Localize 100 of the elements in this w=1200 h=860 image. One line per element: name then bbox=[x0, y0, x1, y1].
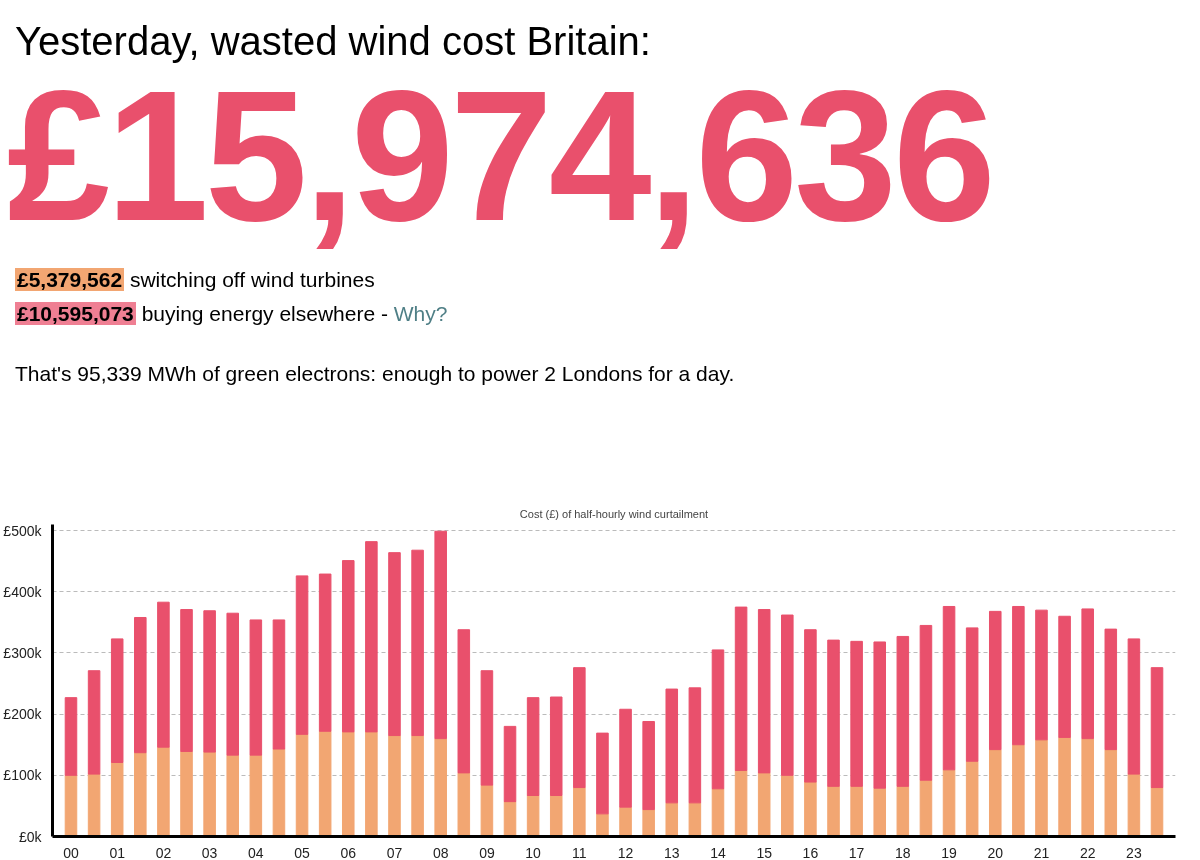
bar bbox=[134, 616, 147, 754]
bar bbox=[526, 697, 540, 797]
bar bbox=[688, 687, 702, 804]
bar bbox=[873, 787, 887, 837]
x-tick-label: 18 bbox=[895, 844, 911, 860]
bar bbox=[596, 813, 609, 837]
bar bbox=[503, 725, 517, 803]
bar bbox=[1150, 787, 1164, 837]
x-tick-label: 21 bbox=[1033, 844, 1050, 860]
bar bbox=[1012, 744, 1025, 837]
bar bbox=[457, 629, 471, 774]
x-tick-label: 20 bbox=[987, 844, 1004, 860]
bar bbox=[850, 785, 863, 837]
bar bbox=[827, 639, 840, 787]
bar bbox=[919, 624, 933, 781]
bar bbox=[642, 720, 655, 811]
bar bbox=[203, 751, 216, 837]
bar bbox=[1127, 638, 1141, 775]
bar bbox=[757, 772, 771, 837]
x-tick-label: 23 bbox=[1126, 844, 1142, 860]
bar bbox=[619, 806, 632, 837]
x-tick-label: 07 bbox=[386, 844, 403, 860]
bar bbox=[157, 601, 170, 748]
bar bbox=[642, 809, 655, 837]
bar bbox=[1012, 605, 1025, 746]
bar bbox=[965, 627, 979, 762]
bar bbox=[1081, 608, 1094, 740]
bar bbox=[134, 752, 147, 837]
bar bbox=[87, 670, 101, 775]
bar bbox=[411, 549, 424, 737]
x-tick-label: 06 bbox=[340, 844, 357, 860]
bar bbox=[180, 609, 193, 752]
bar bbox=[203, 610, 216, 753]
bar bbox=[988, 610, 1002, 751]
bar bbox=[480, 670, 494, 786]
bar bbox=[896, 635, 910, 787]
x-tick-label: 09 bbox=[479, 844, 495, 860]
bar bbox=[549, 696, 563, 797]
bar bbox=[1104, 749, 1118, 837]
bar bbox=[827, 785, 840, 837]
bar bbox=[988, 749, 1002, 837]
x-tick-label: 02 bbox=[155, 844, 172, 860]
bar bbox=[318, 573, 332, 732]
bar bbox=[388, 735, 401, 837]
x-tick-label: 14 bbox=[710, 844, 726, 860]
bar bbox=[734, 606, 748, 771]
bar bbox=[757, 609, 771, 774]
bar bbox=[711, 788, 725, 837]
text: £10,595,073 buying energy elsewhere - Why? bbox=[16, 301, 449, 328]
bar bbox=[411, 735, 424, 837]
bar bbox=[480, 784, 494, 837]
bar bbox=[180, 750, 193, 837]
bar bbox=[110, 761, 124, 837]
bar bbox=[573, 787, 586, 837]
bar bbox=[850, 640, 863, 787]
bar bbox=[341, 731, 355, 837]
bar bbox=[64, 774, 78, 837]
bar bbox=[1058, 736, 1071, 837]
bar bbox=[804, 629, 817, 783]
y-tick-label: £200k bbox=[3, 706, 43, 723]
bar bbox=[226, 612, 240, 756]
y-tick-label: £0k bbox=[18, 828, 43, 845]
bar bbox=[341, 560, 355, 733]
bar bbox=[110, 638, 124, 763]
y-tick-label: £300k bbox=[3, 644, 43, 661]
bar bbox=[665, 802, 679, 837]
y-tick-label: £500k bbox=[3, 522, 43, 539]
x-tick-label: 01 bbox=[109, 844, 126, 860]
bar bbox=[804, 781, 817, 837]
bar bbox=[1081, 738, 1094, 837]
bar bbox=[226, 754, 240, 837]
bar bbox=[942, 605, 956, 771]
bar bbox=[388, 552, 401, 737]
x-tick-label: 22 bbox=[1079, 844, 1096, 860]
bar bbox=[1035, 609, 1048, 741]
bar bbox=[781, 774, 794, 837]
x-tick-label: 10 bbox=[525, 844, 542, 860]
x-tick-label: 03 bbox=[201, 844, 218, 860]
x-tick-label: 12 bbox=[617, 844, 634, 860]
text: £5,379,562 switching off wind turbines bbox=[16, 267, 376, 294]
bar bbox=[87, 773, 101, 837]
bar bbox=[365, 541, 378, 733]
bar bbox=[619, 708, 632, 808]
bar bbox=[1035, 739, 1048, 837]
bar bbox=[526, 795, 540, 837]
x-tick-label: 08 bbox=[432, 844, 449, 860]
x-tick-label: 11 bbox=[572, 844, 587, 860]
bar bbox=[249, 754, 263, 837]
bar bbox=[272, 619, 286, 750]
x-tick-label: 00 bbox=[63, 844, 79, 860]
bar bbox=[896, 785, 910, 837]
bar bbox=[272, 748, 286, 837]
bar bbox=[781, 614, 794, 776]
x-tick-label: 04 bbox=[248, 844, 264, 860]
bar bbox=[365, 731, 378, 837]
bar bbox=[942, 769, 956, 837]
x-tick-label: 16 bbox=[802, 844, 819, 860]
bar bbox=[1150, 667, 1164, 789]
bar bbox=[596, 732, 609, 815]
bar bbox=[711, 649, 725, 790]
